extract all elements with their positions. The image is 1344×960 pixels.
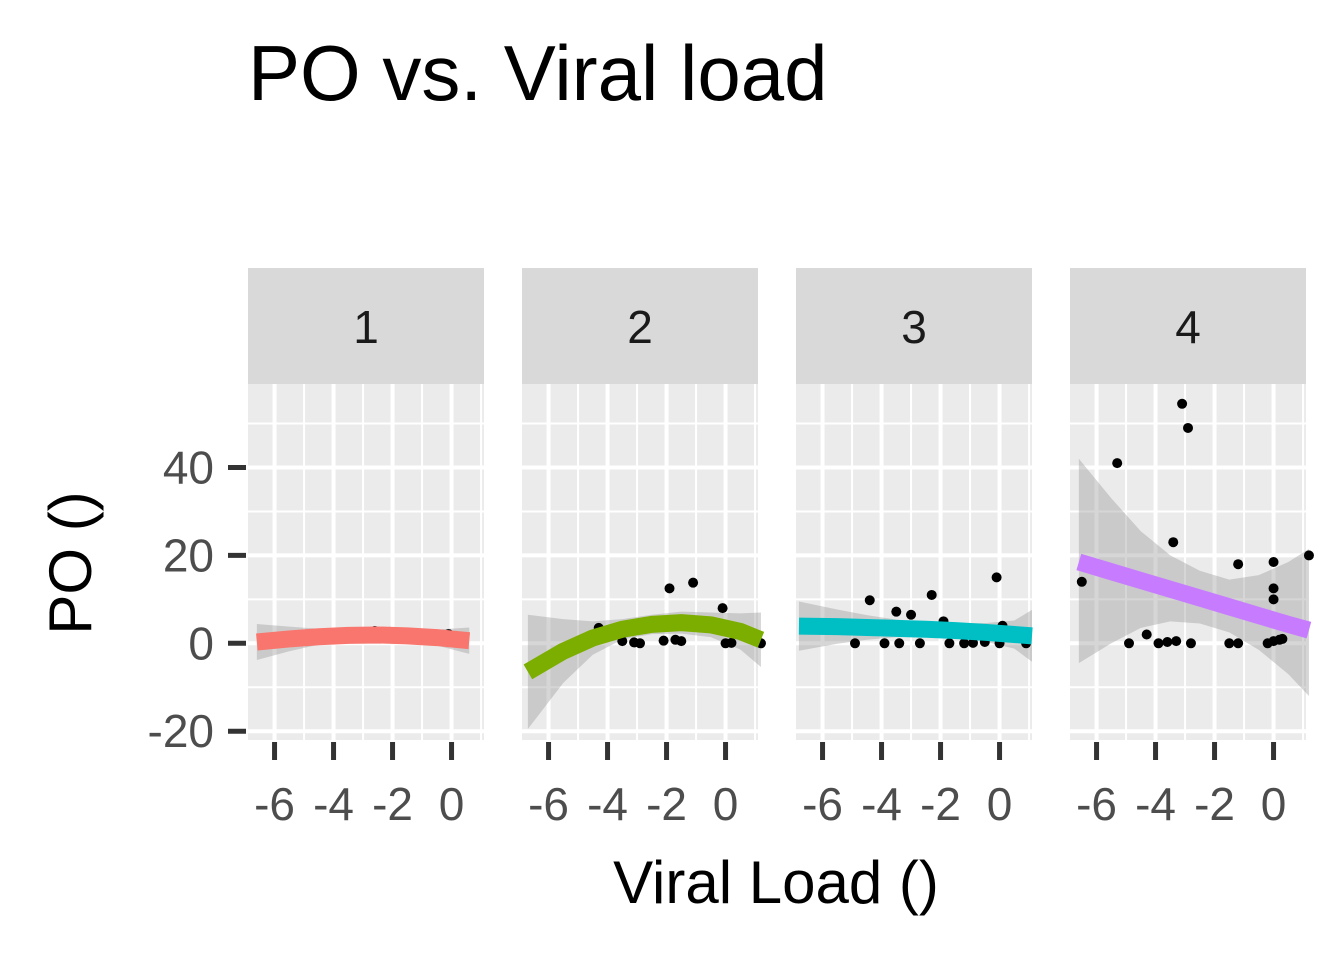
x-axis: -6 -4 -2 0 <box>802 742 1012 830</box>
x-tick-label: -4 <box>1135 778 1176 830</box>
data-point <box>635 638 645 649</box>
data-point <box>1224 638 1235 649</box>
fit-line <box>798 617 1033 645</box>
panel-grid <box>248 384 484 740</box>
panel-grid <box>522 384 758 740</box>
facet-panel-4: 4 -6 -4 -2 0 <box>1070 268 1314 830</box>
data-point <box>1183 422 1193 433</box>
data-point <box>959 638 970 649</box>
data-point <box>1124 638 1134 649</box>
x-tick-label: 0 <box>713 778 739 830</box>
panel-background <box>522 384 758 740</box>
data-point <box>1268 557 1279 567</box>
x-axis: -6 -4 -2 0 <box>528 742 738 830</box>
data-point <box>891 606 902 617</box>
panel-background <box>796 384 1032 740</box>
data-point <box>1277 633 1288 644</box>
x-tick-label: 0 <box>987 778 1013 830</box>
data-point <box>944 638 955 649</box>
facet-panel-3: 3 -6 -4 -2 0 <box>796 268 1033 830</box>
data-point <box>1171 636 1182 647</box>
facet-strip <box>248 268 484 384</box>
data-point <box>1177 398 1188 409</box>
data-point <box>1233 638 1244 649</box>
data-point <box>1233 559 1244 570</box>
facet-panel-1: 1 -6 -4 -2 0 <box>248 268 484 830</box>
y-tick-label: 0 <box>188 617 214 669</box>
data-point <box>676 636 687 647</box>
data-point <box>864 595 875 606</box>
data-point <box>688 577 699 588</box>
x-tick-label: -2 <box>646 778 687 830</box>
x-axis: -6 -4 -2 0 <box>254 742 464 830</box>
x-tick-label: -2 <box>1194 778 1235 830</box>
y-tick-label: -20 <box>148 705 214 757</box>
facet-strip-label: 4 <box>1175 301 1201 353</box>
data-point <box>1185 638 1196 649</box>
data-point <box>1268 594 1279 605</box>
facet-panel-2: 2 -6 -4 -2 0 <box>522 268 766 830</box>
x-axis: -6 -4 -2 0 <box>1076 742 1286 830</box>
data-point <box>1153 638 1164 649</box>
y-axis-title: PO () <box>37 491 104 634</box>
y-tick-label: 40 <box>163 442 214 494</box>
data-point <box>1141 629 1152 640</box>
x-tick-label: -2 <box>920 778 961 830</box>
confidence-band <box>1078 458 1309 697</box>
panel-background <box>1070 384 1306 740</box>
chart-title: PO vs. Viral load <box>248 29 827 117</box>
data-point <box>991 572 1002 583</box>
data-point <box>1076 576 1087 587</box>
x-tick-label: -6 <box>1076 778 1117 830</box>
data-point <box>664 583 675 594</box>
facet-strip-label: 3 <box>901 301 927 353</box>
data-point <box>968 637 978 648</box>
y-tick-label: 20 <box>163 529 214 581</box>
facet-panels: 1 -6 -4 -2 0 2 -6 -4 -2 0 3 -6 -4 -2 0 4 -6 -4 -2 0 <box>248 268 1314 830</box>
x-tick-label: -4 <box>313 778 354 830</box>
x-tick-label: -6 <box>802 778 843 830</box>
x-tick-label: -6 <box>528 778 569 830</box>
data-point <box>717 603 728 614</box>
data-point <box>1168 537 1179 548</box>
x-tick-label: 0 <box>1261 778 1287 830</box>
data-point <box>726 637 737 648</box>
data-point <box>906 609 917 620</box>
x-tick-label: -6 <box>254 778 295 830</box>
panel-background <box>248 384 484 740</box>
fit-line <box>523 614 765 680</box>
facet-strip <box>796 268 1032 384</box>
data-point <box>1112 458 1123 469</box>
y-axis: -20 0 20 40 <box>148 442 246 757</box>
data-point <box>1162 636 1173 647</box>
x-axis-title: Viral Load () <box>613 849 939 916</box>
x-tick-label: 0 <box>439 778 465 830</box>
facet-strip <box>1070 268 1306 384</box>
data-point <box>1303 550 1314 561</box>
data-point <box>926 589 937 600</box>
facet-strip-label: 1 <box>353 301 379 353</box>
panel-grid <box>796 384 1032 740</box>
data-point <box>658 635 669 646</box>
data-point <box>914 638 925 649</box>
x-tick-label: -2 <box>372 778 413 830</box>
data-point <box>879 638 890 649</box>
x-tick-label: -4 <box>587 778 628 830</box>
data-point <box>850 638 860 649</box>
data-point <box>894 638 905 649</box>
fit-line <box>256 626 471 651</box>
facet-strip-label: 2 <box>627 301 653 353</box>
x-tick-label: -4 <box>861 778 902 830</box>
data-point <box>1268 583 1279 594</box>
fit-line <box>1076 553 1312 639</box>
facet-strip <box>522 268 758 384</box>
